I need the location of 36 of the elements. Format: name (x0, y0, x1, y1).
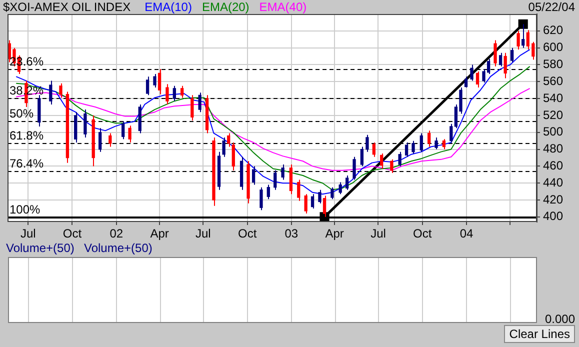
y-tick-label: 500 (543, 124, 564, 139)
x-tick-label: Oct (238, 226, 258, 241)
annotation: 61.8% (10, 128, 44, 142)
x-tick-label: Oct (62, 226, 82, 241)
y-tick-label: 520 (543, 108, 564, 122)
y-tick-label: 440 (543, 175, 564, 190)
text: EMA(10) (144, 0, 192, 14)
text: EMA(20) (202, 0, 250, 14)
y-tick-label: 620 (543, 23, 564, 38)
y-tick-label: 580 (543, 57, 564, 72)
x-tick-label: Jul (370, 226, 386, 241)
text: Volume+(50) (6, 241, 74, 255)
x-tick-label: 02 (110, 226, 124, 241)
annotation: 50% (10, 106, 34, 120)
text: 0.000 (544, 312, 575, 326)
text: 05/22/04 (528, 0, 575, 14)
text: EMA(40) (259, 0, 307, 14)
x-tick-label: Jul (20, 226, 36, 241)
x-tick-label: Oct (413, 226, 432, 241)
x-tick-label: Apr (325, 226, 344, 241)
y-tick-label: 540 (543, 90, 564, 105)
annotation: 100% (10, 202, 41, 216)
text: Clear Lines (504, 325, 575, 343)
y-tick-label: 460 (543, 158, 564, 173)
x-tick-label: Jul (196, 226, 211, 241)
y-tick-label: 480 (543, 142, 564, 156)
text: Volume+(50) (84, 241, 152, 255)
y-tick-label: 400 (543, 209, 564, 224)
x-tick-label: 04 (460, 226, 474, 241)
x-tick-label: 03 (284, 226, 298, 241)
annotation: 76.4% (10, 156, 44, 170)
y-tick-label: 420 (543, 192, 564, 206)
y-tick-label: 600 (543, 40, 564, 54)
chart-title: $XOI-AMEX OIL INDEX (3, 0, 131, 14)
y-tick-label: 560 (543, 74, 564, 88)
x-tick-label: Apr (150, 226, 169, 241)
